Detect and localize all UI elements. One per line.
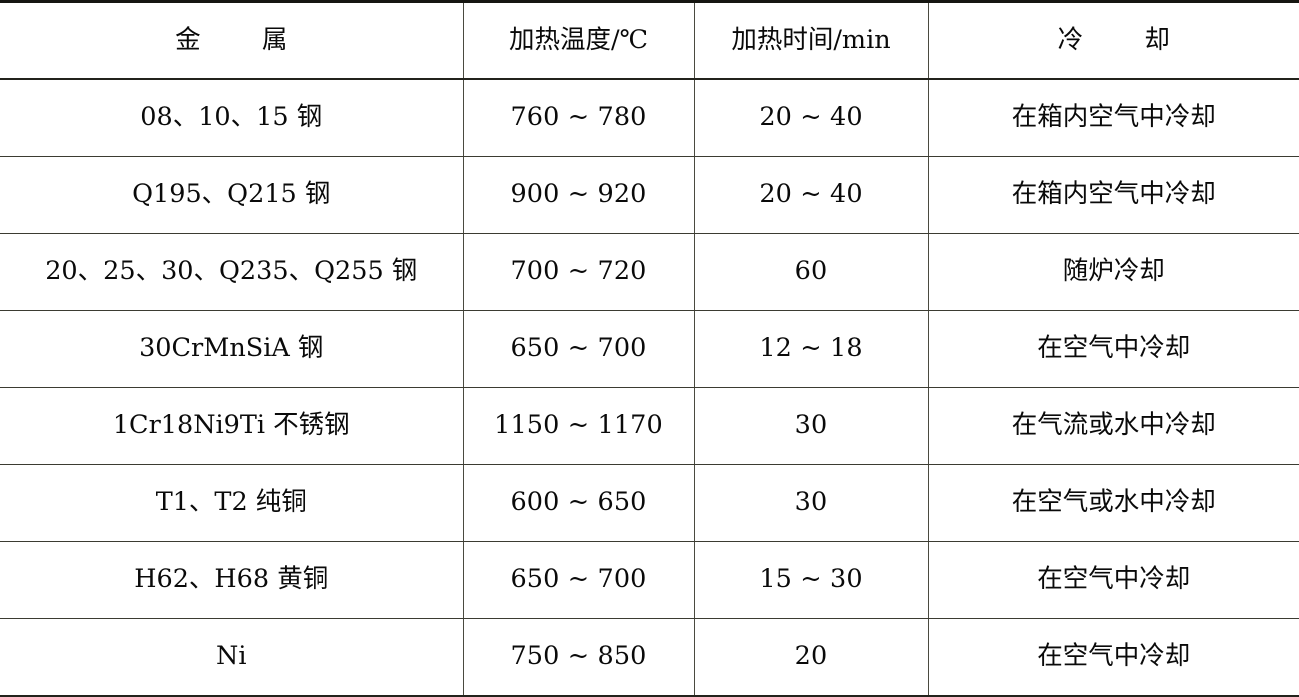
column-header-heating-time: 加热时间/min [693, 0, 928, 80]
column-header-cooling-label: 冷 却 [1057, 24, 1188, 55]
cell-metal: T1、T2 纯铜 [0, 464, 463, 542]
cell-heating-temperature: 760 ~ 780 [462, 79, 694, 157]
table-row: Ni 750 ~ 850 20 在空气中冷却 [0, 618, 1299, 697]
table-body: 08、10、15 钢 760 ~ 780 20 ~ 40 在箱内空气中冷却 Q1… [0, 79, 1299, 697]
cell-heating-temperature: 650 ~ 700 [462, 541, 694, 619]
cell-heating-temperature: 900 ~ 920 [462, 156, 694, 234]
cell-metal: 30CrMnSiA 钢 [0, 310, 463, 388]
cell-cooling: 在箱内空气中冷却 [927, 156, 1299, 234]
cell-heating-temperature: 700 ~ 720 [462, 233, 694, 311]
column-header-heating-temperature: 加热温度/℃ [462, 0, 694, 80]
table-row: 1Cr18Ni9Ti 不锈钢 1150 ~ 1170 30 在气流或水中冷却 [0, 387, 1299, 465]
table-row: Q195、Q215 钢 900 ~ 920 20 ~ 40 在箱内空气中冷却 [0, 156, 1299, 234]
column-header-cooling: 冷 却 [927, 0, 1299, 80]
cell-cooling: 在空气中冷却 [927, 310, 1299, 388]
cell-metal: Ni [0, 618, 463, 697]
column-header-metal: 金 属 [0, 0, 463, 80]
cell-heating-time: 30 [693, 464, 928, 542]
cell-heating-time: 30 [693, 387, 928, 465]
cell-heating-time: 60 [693, 233, 928, 311]
cell-metal: 1Cr18Ni9Ti 不锈钢 [0, 387, 463, 465]
cell-heating-time: 20 ~ 40 [693, 156, 928, 234]
cell-heating-temperature: 1150 ~ 1170 [462, 387, 694, 465]
cell-metal: 20、25、30、Q235、Q255 钢 [0, 233, 463, 311]
table-row: H62、H68 黄铜 650 ~ 700 15 ~ 30 在空气中冷却 [0, 541, 1299, 619]
cell-cooling: 在气流或水中冷却 [927, 387, 1299, 465]
table-row: T1、T2 纯铜 600 ~ 650 30 在空气或水中冷却 [0, 464, 1299, 542]
cell-cooling: 在空气或水中冷却 [927, 464, 1299, 542]
cell-heating-time: 20 [693, 618, 928, 697]
cell-heating-time: 20 ~ 40 [693, 79, 928, 157]
cell-cooling: 在箱内空气中冷却 [927, 79, 1299, 157]
table-header: 金 属 加热温度/℃ 加热时间/min 冷 却 [0, 0, 1299, 80]
column-header-metal-label: 金 属 [175, 24, 306, 55]
cell-heating-temperature: 650 ~ 700 [462, 310, 694, 388]
cell-heating-time: 15 ~ 30 [693, 541, 928, 619]
cell-metal: Q195、Q215 钢 [0, 156, 463, 234]
cell-cooling: 在空气中冷却 [927, 618, 1299, 697]
cell-cooling: 随炉冷却 [927, 233, 1299, 311]
cell-heating-temperature: 750 ~ 850 [462, 618, 694, 697]
table-row: 20、25、30、Q235、Q255 钢 700 ~ 720 60 随炉冷却 [0, 233, 1299, 311]
cell-heating-temperature: 600 ~ 650 [462, 464, 694, 542]
table-header-row: 金 属 加热温度/℃ 加热时间/min 冷 却 [0, 0, 1299, 80]
cell-cooling: 在空气中冷却 [927, 541, 1299, 619]
cell-metal: 08、10、15 钢 [0, 79, 463, 157]
cell-heating-time: 12 ~ 18 [693, 310, 928, 388]
table-row: 08、10、15 钢 760 ~ 780 20 ~ 40 在箱内空气中冷却 [0, 79, 1299, 157]
table-row: 30CrMnSiA 钢 650 ~ 700 12 ~ 18 在空气中冷却 [0, 310, 1299, 388]
cell-metal: H62、H68 黄铜 [0, 541, 463, 619]
